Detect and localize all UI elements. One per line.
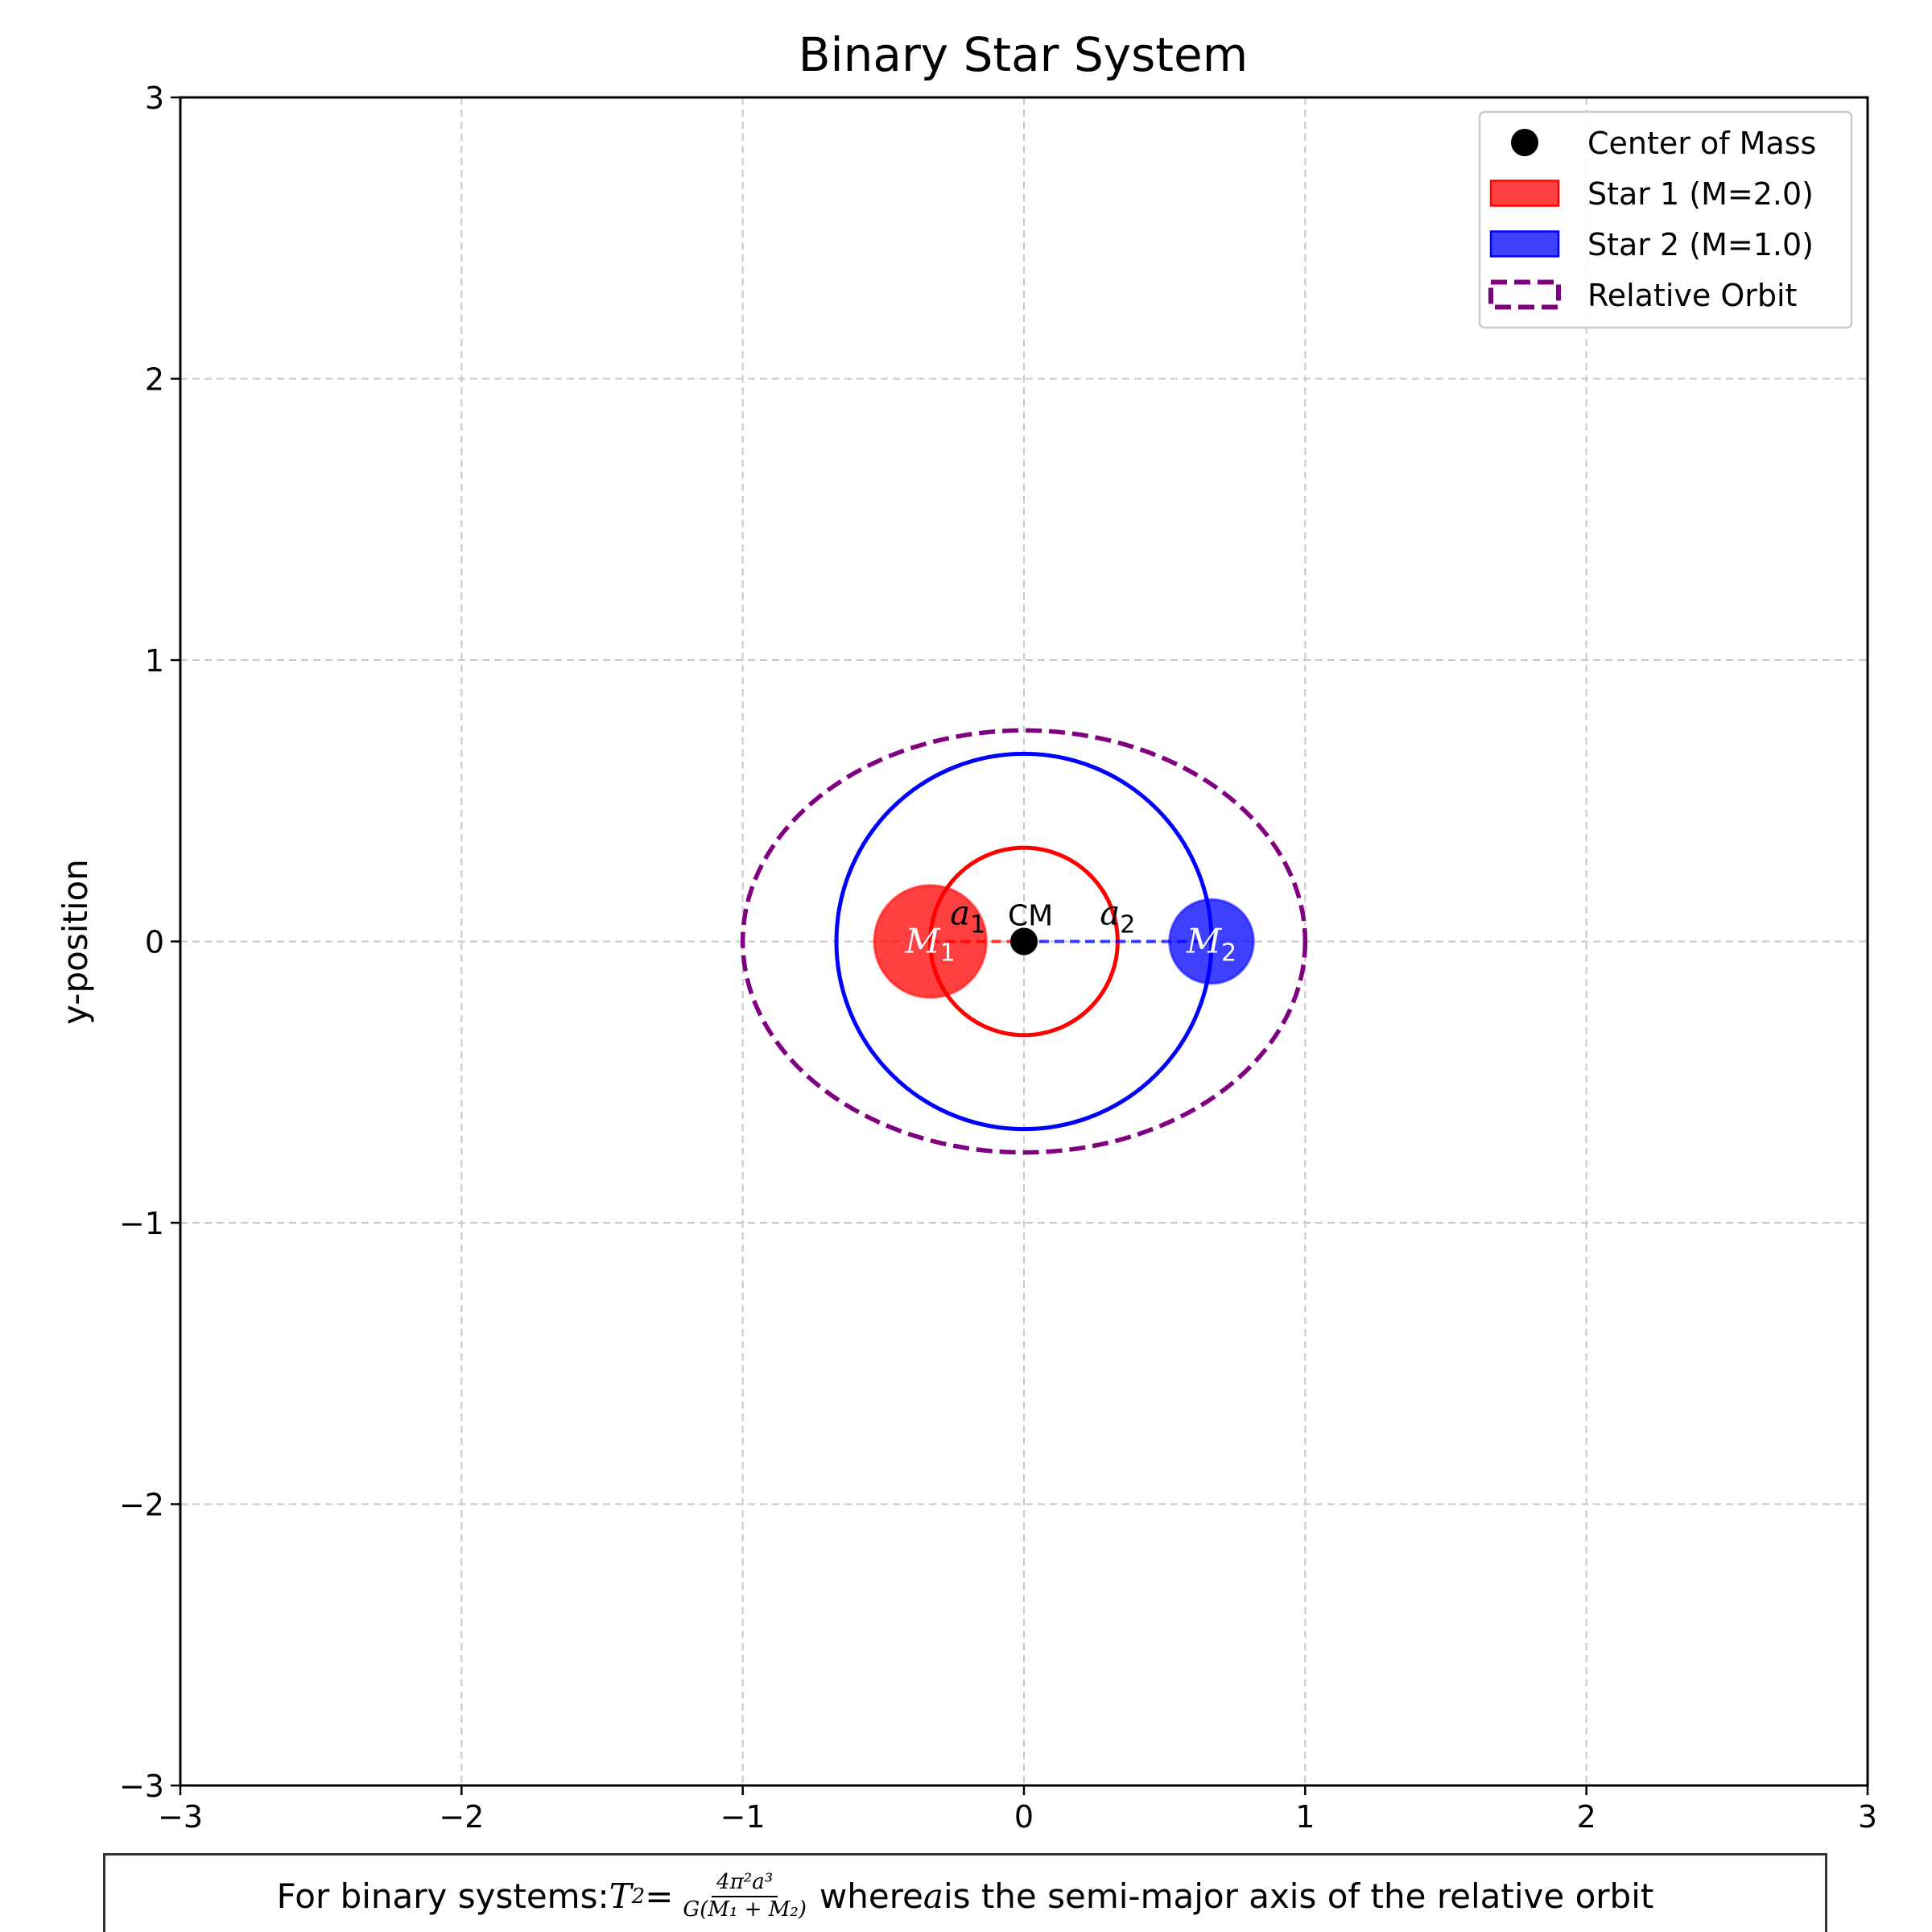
y-tick-label: −2 <box>119 1488 164 1523</box>
y-tick-label: 0 <box>145 925 164 960</box>
legend-handle-relative-orbit <box>1488 279 1561 310</box>
x-tick-label: 2 <box>1577 1799 1596 1835</box>
legend-label-1: Center of Mass <box>1587 126 1816 161</box>
caption-lhs-exp: 2 <box>631 1884 646 1909</box>
star2-label-subscript: 2 <box>1221 939 1236 968</box>
legend-label-4: Relative Orbit <box>1587 278 1797 313</box>
y-tick-label: −1 <box>119 1206 164 1241</box>
star2-label: M2 <box>1186 922 1236 968</box>
caption-middle: where <box>819 1876 923 1916</box>
caption-suffix: is the semi-major axis of the relative o… <box>943 1876 1654 1916</box>
x-tick-label: 0 <box>1014 1799 1034 1835</box>
legend: Center of Mass Star 1 (M=2.0) Star 2 (M=1.… <box>1478 110 1853 329</box>
star1-disc <box>873 884 989 999</box>
star2-disc <box>1168 898 1255 985</box>
caption-fraction: 4π²a³ G(M₁ + M₂) <box>678 1871 811 1922</box>
separation-label-1: a1 <box>950 894 985 939</box>
legend-label-3: Star 2 (M=1.0) <box>1587 227 1814 262</box>
y-tick-label: 2 <box>145 362 164 398</box>
x-tick-label: 3 <box>1858 1799 1877 1835</box>
x-tick-label: −3 <box>158 1799 203 1835</box>
relative-orbit-ellipse <box>740 728 1308 1155</box>
separation-label-2: a2 <box>1100 894 1135 939</box>
x-tick-label: −2 <box>439 1799 484 1835</box>
caption-equals: = <box>645 1876 674 1916</box>
legend-handle-star-2 <box>1489 230 1560 258</box>
legend-handle-star-1 <box>1489 180 1560 207</box>
caption-fraction-denominator: G(M₁ + M₂) <box>683 1897 807 1922</box>
y-tick-label: 1 <box>145 643 164 679</box>
separation-label-1-subscript: 1 <box>970 911 985 939</box>
separation-label-2-subscript: 2 <box>1120 911 1135 939</box>
legend-handle-center-of-mass <box>1511 129 1538 156</box>
center-of-mass-label: CM <box>1008 900 1053 933</box>
caption-fraction-numerator: 4π²a³ <box>712 1871 778 1897</box>
y-axis-label: y-position <box>56 859 95 1025</box>
legend-label-2: Star 1 (M=2.0) <box>1587 176 1814 212</box>
star1-label-subscript: 1 <box>940 939 956 968</box>
caption-lhs-var: T <box>609 1876 632 1916</box>
caption-var-a: a <box>923 1876 943 1916</box>
x-tick-label: 1 <box>1295 1799 1315 1835</box>
center-of-mass-marker <box>1010 927 1038 956</box>
y-tick-label: −3 <box>119 1769 164 1804</box>
y-tick-label: 3 <box>145 80 164 116</box>
x-tick-label: −1 <box>720 1799 766 1835</box>
chart-title: Binary Star System <box>799 27 1248 82</box>
legend-box <box>1478 110 1853 329</box>
caption-prefix: For binary systems: <box>276 1876 609 1916</box>
